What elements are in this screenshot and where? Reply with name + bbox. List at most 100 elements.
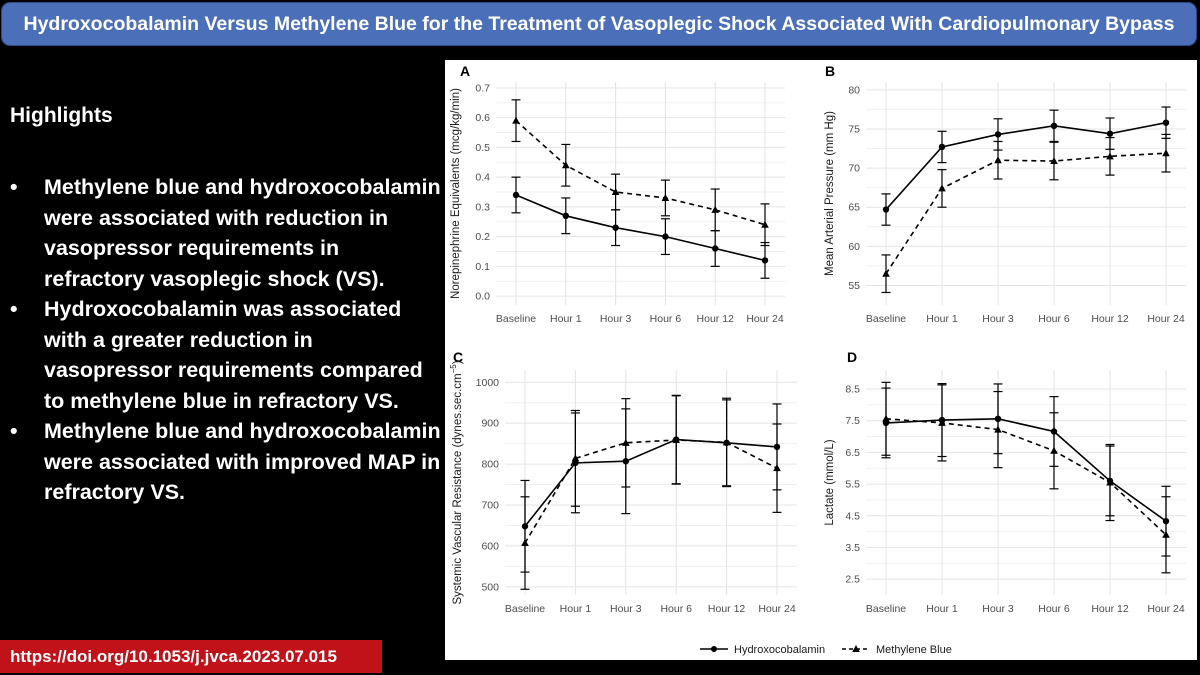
y-tick-label: 4.5 (845, 510, 860, 522)
data-point-triangle (711, 205, 719, 213)
y-axis-label: Norepinephrine Equivalents (mcg/kg/min) (450, 88, 462, 299)
legend-marker-circle (711, 646, 717, 652)
series-methylene-blue (881, 381, 1171, 574)
data-point-circle (1106, 130, 1114, 137)
data-point-triangle (773, 464, 781, 472)
y-tick-label: 800 (481, 459, 499, 471)
x-tick-label: Hour 24 (758, 603, 796, 615)
page-title: Hydroxocobalamin Versus Methylene Blue f… (23, 12, 1175, 35)
x-tick-label: Hour 12 (708, 603, 746, 615)
figure-panel: 0.0 0.1 0.2 0.3 0.4 0.5 0.6 0.7 Baseline Hour 1 Ho… (445, 60, 1197, 660)
chart-panel-b: 55 60 65 70 75 80 Baseline Hour 1 Hour 3 Hour 6 Ho… (824, 63, 1186, 325)
data-point-triangle (661, 193, 670, 201)
legend-label: Methylene Blue (876, 644, 952, 656)
data-point-triangle (938, 184, 946, 192)
y-axis-label-sup: −5 (449, 364, 458, 374)
y-tick-label: 2.5 (845, 574, 860, 586)
data-point-triangle (1162, 530, 1170, 538)
bullet-icon: • (10, 297, 18, 321)
series-line (515, 194, 766, 262)
y-tick-label: 500 (481, 581, 499, 593)
highlight-item: • Methylene blue and hydroxocobalamin we… (10, 416, 442, 508)
y-tick-label: 700 (481, 500, 499, 512)
y-tick-label: 0.7 (475, 82, 490, 94)
highlight-text: Methylene blue and hydroxocobalamin were… (44, 175, 441, 291)
highlight-item: • Hydroxocobalamin was associated with a… (10, 294, 442, 416)
doi-text: https://doi.org/10.1053/j.jvca.2023.07.0… (10, 646, 337, 666)
series-methylene-blue (511, 99, 770, 247)
data-point-triangle (761, 220, 769, 228)
chart-figure: 0.0 0.1 0.2 0.3 0.4 0.5 0.6 0.7 Baseline Hour 1 Ho… (449, 63, 1186, 656)
x-tick-label: Hour 24 (746, 313, 784, 325)
bullet-icon: • (10, 175, 18, 199)
y-axis-label-text: Mean Arterial Pressure (mm Hg) (824, 111, 836, 276)
data-point-triangle (994, 156, 1002, 164)
highlights-list: • Methylene blue and hydroxocobalamin we… (10, 172, 442, 508)
legend-marker-triangle (852, 645, 860, 652)
data-point-triangle (1050, 157, 1058, 165)
x-tick-label: Hour 1 (560, 603, 592, 615)
data-point-triangle (571, 454, 580, 462)
y-tick-label: 6.5 (845, 447, 860, 459)
data-point-triangle (672, 435, 680, 443)
data-point-circle (562, 212, 569, 219)
chart-panel-c: 500 600 700 800 900 1000 Baseline Hour 1 Hour 3 H… (449, 349, 797, 615)
title-banner: Hydroxocobalamin Versus Methylene Blue f… (1, 2, 1197, 46)
data-point-circle (761, 257, 769, 264)
y-axis-label-text: Systemic Vascular Resistance (dynes.sec.… (452, 373, 464, 604)
y-tick-label: 55 (848, 280, 860, 292)
y-tick-label: 5.5 (845, 479, 860, 491)
x-tick-label: Hour 12 (697, 313, 735, 325)
x-tick-label: Hour 1 (550, 313, 582, 325)
x-tick-label: Baseline (866, 603, 906, 615)
x-tick-label: Hour 6 (1038, 603, 1070, 615)
y-axis-label: Mean Arterial Pressure (mm Hg) (824, 111, 836, 276)
y-tick-label: 0.5 (475, 142, 490, 154)
y-axis-label: Systemic Vascular Resistance (dynes.sec.… (449, 360, 464, 604)
chart-panel-a: 0.0 0.1 0.2 0.3 0.4 0.5 0.6 0.7 Baseline Hour 1 Ho… (450, 63, 785, 325)
chart-legend: Hydroxocobalamin Methylene Blue (700, 644, 952, 656)
data-point-triangle (938, 418, 946, 426)
x-tick-label: Hour 3 (982, 313, 1014, 325)
x-tick-label: Baseline (505, 603, 545, 615)
y-tick-label: 65 (848, 202, 860, 214)
chart-panel-d: 2.5 3.5 4.5 5.5 6.5 7.5 8.5 Baseline Hour 1 Hour … (824, 349, 1186, 615)
series-methylene-blue (520, 395, 782, 590)
data-point-triangle (622, 438, 630, 446)
y-axis-label: Lactate (mmol/L) (824, 439, 836, 525)
bullet-icon: • (10, 419, 18, 443)
highlight-item: • Methylene blue and hydroxocobalamin we… (10, 172, 442, 294)
series-line (885, 418, 1167, 522)
data-point-triangle (611, 188, 620, 196)
data-point-circle (712, 245, 719, 252)
data-point-circle (994, 131, 1002, 138)
y-tick-label: 0.3 (475, 201, 490, 213)
data-point-triangle (521, 539, 529, 547)
data-point-triangle (882, 414, 890, 422)
y-axis-label-text: Lactate (mmol/L) (824, 439, 836, 525)
series-line (515, 120, 766, 226)
y-tick-label: 80 (848, 84, 860, 96)
x-tick-label: Hour 24 (1147, 313, 1185, 325)
series-line (524, 438, 778, 527)
data-point-triangle (994, 425, 1002, 433)
legend-label: Hydroxocobalamin (734, 644, 825, 656)
data-point-circle (1162, 119, 1170, 126)
panel-label: B (825, 63, 835, 79)
data-point-circle (662, 233, 669, 240)
x-tick-label: Baseline (866, 313, 906, 325)
x-tick-label: Hour 3 (610, 603, 642, 615)
y-tick-label: 1000 (476, 377, 500, 389)
x-tick-label: Hour 12 (1091, 603, 1129, 615)
y-axis-label-suffix: ) (452, 360, 464, 364)
highlight-text: Methylene blue and hydroxocobalamin were… (44, 419, 441, 504)
data-point-circle (882, 206, 890, 213)
y-tick-label: 7.5 (845, 415, 860, 427)
doi-link[interactable]: https://doi.org/10.1053/j.jvca.2023.07.0… (0, 640, 382, 673)
data-point-triangle (1106, 478, 1114, 486)
x-tick-label: Hour 6 (1038, 313, 1070, 325)
series-line (524, 439, 778, 544)
x-tick-label: Hour 12 (1091, 313, 1129, 325)
data-point-triangle (722, 438, 731, 446)
series-line (885, 418, 1167, 536)
